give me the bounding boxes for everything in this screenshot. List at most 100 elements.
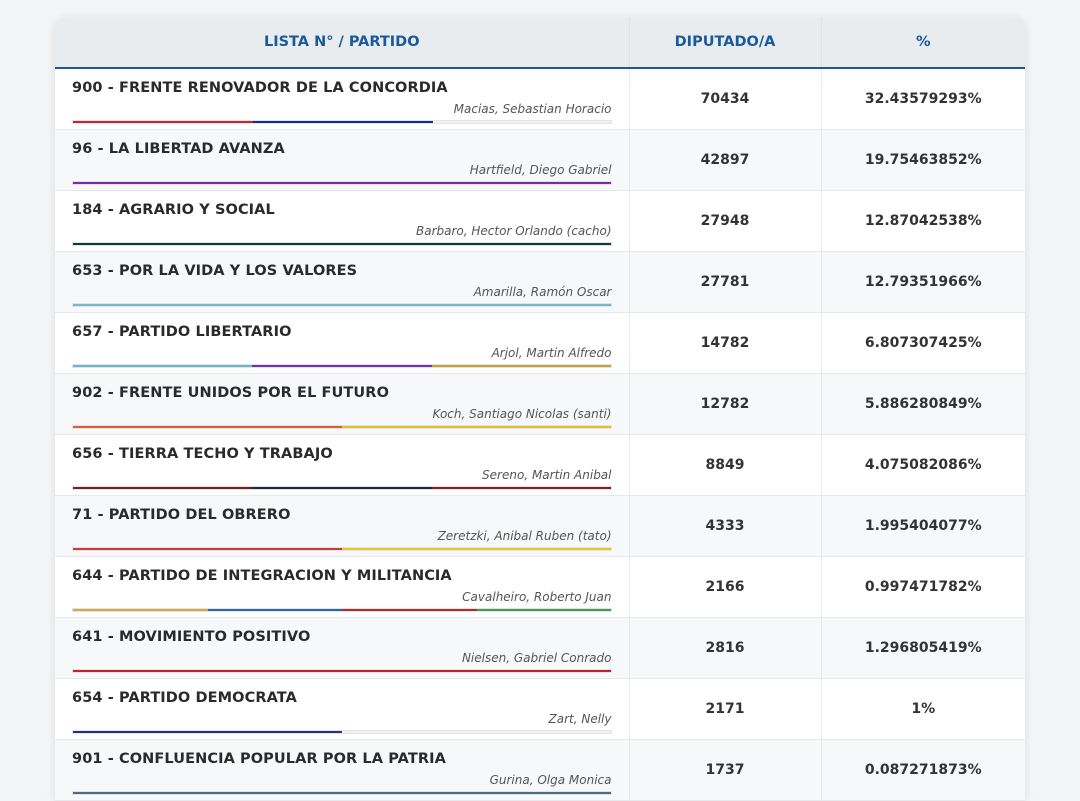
color-segment: [73, 792, 611, 794]
results-table-card: LISTA N° / PARTIDO DIPUTADO/A % 900 - FR…: [55, 17, 1025, 801]
party-name: 184 - AGRARIO Y SOCIAL: [72, 202, 275, 218]
percent-cell: 1.995404077%: [820, 495, 1025, 557]
party-color-bar: [72, 486, 612, 490]
party-color-bar: [72, 242, 612, 246]
color-segment: [73, 243, 611, 245]
color-segment: [73, 426, 342, 428]
percent-cell: 5.886280849%: [820, 373, 1025, 435]
votes-cell: 2816: [628, 617, 821, 679]
table-row: 96 - LA LIBERTAD AVANZA Hartfield, Diego …: [55, 129, 1025, 191]
percent-cell: 0.087271873%: [820, 739, 1025, 801]
candidate-name: Gurina, Olga Monica: [489, 773, 612, 787]
color-segment: [342, 548, 611, 550]
party-color-bar: [72, 547, 612, 551]
votes-cell: 14782: [628, 312, 821, 374]
table-body: 900 - FRENTE RENOVADOR DE LA CONCORDIA Ma…: [55, 68, 1025, 801]
color-segment: [73, 121, 254, 123]
votes-cell: 12782: [628, 373, 821, 435]
votes-cell: 8849: [628, 434, 821, 496]
candidate-name: Zart, Nelly: [548, 712, 612, 726]
table-row: 184 - AGRARIO Y SOCIAL Barbaro, Hector Or…: [55, 190, 1025, 252]
party-name: 900 - FRENTE RENOVADOR DE LA CONCORDIA: [72, 80, 448, 96]
candidate-name: Sereno, Martin Anibal: [482, 468, 612, 482]
header-deputy: DIPUTADO/A: [628, 17, 821, 69]
color-segment: [342, 426, 611, 428]
table-row: 654 - PARTIDO DEMOCRATA Zart, Nelly 2171 1%: [55, 678, 1025, 740]
table-row: 644 - PARTIDO DE INTEGRACION Y MILITANCI…: [55, 556, 1025, 618]
header-percent: %: [820, 17, 1025, 69]
color-segment: [73, 670, 611, 672]
color-segment: [73, 182, 611, 184]
party-cell: 901 - CONFLUENCIA POPULAR POR LA PATRIA G…: [55, 739, 629, 801]
party-name: 641 - MOVIMIENTO POSITIVO: [72, 629, 311, 645]
color-segment: [252, 365, 432, 367]
table-row: 901 - CONFLUENCIA POPULAR POR LA PATRIA G…: [55, 739, 1025, 801]
candidate-name: Barbaro, Hector Orlando (cacho): [416, 224, 612, 238]
votes-cell: 27781: [628, 251, 821, 313]
color-segment: [431, 365, 611, 367]
color-segment: [476, 609, 611, 611]
votes-cell: 70434: [628, 68, 821, 130]
candidate-name: Koch, Santiago Nicolas (santi): [432, 407, 612, 421]
percent-cell: 6.807307425%: [820, 312, 1025, 374]
votes-cell: 2171: [628, 678, 821, 740]
party-name: 901 - CONFLUENCIA POPULAR POR LA PATRIA: [72, 751, 446, 767]
party-cell: 184 - AGRARIO Y SOCIAL Barbaro, Hector Or…: [55, 190, 629, 252]
candidate-name: Macias, Sebastian Horacio: [453, 102, 612, 116]
color-segment: [252, 487, 432, 489]
percent-cell: 4.075082086%: [820, 434, 1025, 496]
party-name: 657 - PARTIDO LIBERTARIO: [72, 324, 292, 340]
party-cell: 641 - MOVIMIENTO POSITIVO Nielsen, Gabrie…: [55, 617, 629, 679]
party-cell: 900 - FRENTE RENOVADOR DE LA CONCORDIA Ma…: [55, 68, 629, 130]
party-cell: 654 - PARTIDO DEMOCRATA Zart, Nelly: [55, 678, 629, 740]
party-color-bar: [72, 181, 612, 185]
party-color-bar: [72, 730, 612, 734]
party-name: 644 - PARTIDO DE INTEGRACION Y MILITANCI…: [72, 568, 452, 584]
table-row: 657 - PARTIDO LIBERTARIO Arjol, Martin Al…: [55, 312, 1025, 374]
candidate-name: Nielsen, Gabriel Conrado: [461, 651, 612, 665]
party-color-bar: [72, 669, 612, 673]
party-cell: 71 - PARTIDO DEL OBRERO Zeretzki, Anibal …: [55, 495, 629, 557]
percent-cell: 1%: [820, 678, 1025, 740]
table-row: 900 - FRENTE RENOVADOR DE LA CONCORDIA Ma…: [55, 68, 1025, 130]
color-segment: [73, 365, 253, 367]
candidate-name: Cavalheiro, Roberto Juan: [462, 590, 612, 604]
color-segment: [431, 487, 611, 489]
party-name: 654 - PARTIDO DEMOCRATA: [72, 690, 297, 706]
results-table: LISTA N° / PARTIDO DIPUTADO/A % 900 - FR…: [55, 17, 1025, 801]
votes-cell: 1737: [628, 739, 821, 801]
votes-cell: 27948: [628, 190, 821, 252]
party-color-bar: [72, 303, 612, 307]
table-row: 653 - POR LA VIDA Y LOS VALORES Amarilla,…: [55, 251, 1025, 313]
color-segment: [73, 487, 253, 489]
color-segment: [73, 304, 611, 306]
party-color-bar: [72, 425, 612, 429]
party-cell: 96 - LA LIBERTAD AVANZA Hartfield, Diego …: [55, 129, 629, 191]
party-cell: 653 - POR LA VIDA Y LOS VALORES Amarilla,…: [55, 251, 629, 313]
candidate-name: Zeretzki, Anibal Ruben (tato): [437, 529, 612, 543]
party-color-bar: [72, 364, 612, 368]
table-row: 656 - TIERRA TECHO Y TRABAJO Sereno, Mart…: [55, 434, 1025, 496]
party-name: 71 - PARTIDO DEL OBRERO: [72, 507, 291, 523]
party-cell: 656 - TIERRA TECHO Y TRABAJO Sereno, Mart…: [55, 434, 629, 496]
color-segment: [73, 731, 342, 733]
color-segment: [73, 609, 208, 611]
candidate-name: Hartfield, Diego Gabriel: [469, 163, 612, 177]
candidate-name: Arjol, Martin Alfredo: [491, 346, 612, 360]
candidate-name: Amarilla, Ramón Oscar: [473, 285, 612, 299]
color-segment: [73, 548, 342, 550]
votes-cell: 2166: [628, 556, 821, 618]
percent-cell: 19.75463852%: [820, 129, 1025, 191]
party-name: 902 - FRENTE UNIDOS POR EL FUTURO: [72, 385, 389, 401]
table-row: 641 - MOVIMIENTO POSITIVO Nielsen, Gabrie…: [55, 617, 1025, 679]
party-cell: 644 - PARTIDO DE INTEGRACION Y MILITANCI…: [55, 556, 629, 618]
party-name: 656 - TIERRA TECHO Y TRABAJO: [72, 446, 333, 462]
percent-cell: 12.87042538%: [820, 190, 1025, 252]
color-segment: [253, 121, 434, 123]
party-color-bar: [72, 608, 612, 612]
party-cell: 902 - FRENTE UNIDOS POR EL FUTURO Koch, S…: [55, 373, 629, 435]
party-name: 653 - POR LA VIDA Y LOS VALORES: [72, 263, 358, 279]
table-row: 71 - PARTIDO DEL OBRERO Zeretzki, Anibal …: [55, 495, 1025, 557]
percent-cell: 32.43579293%: [820, 68, 1025, 130]
color-segment: [342, 609, 477, 611]
